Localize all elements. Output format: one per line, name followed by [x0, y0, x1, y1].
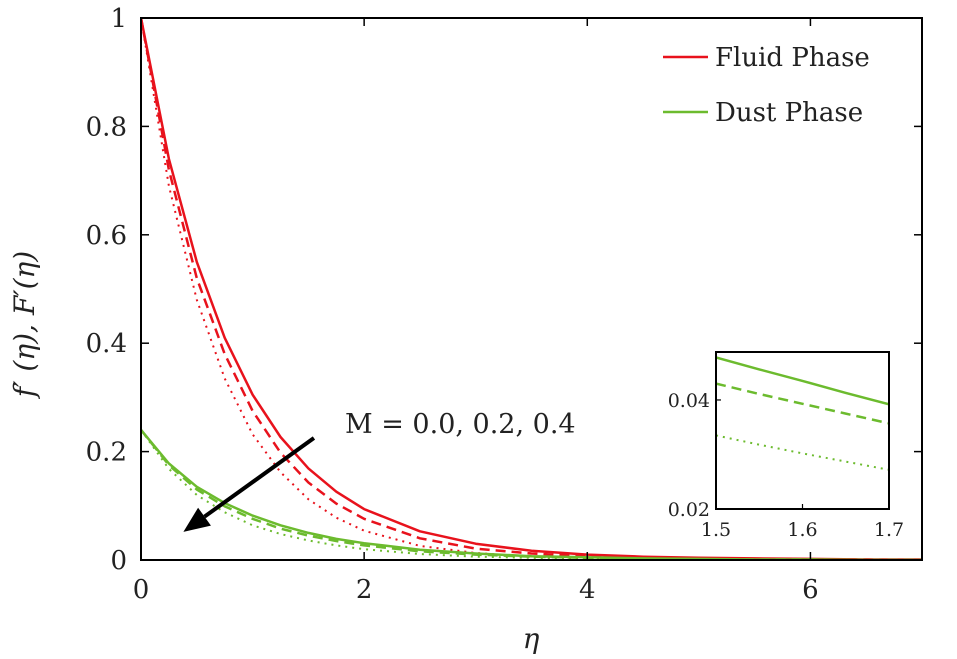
x-tick-label: 6	[802, 575, 819, 605]
y-axis: 0 0.2 0.4 0.6 0.8 1	[86, 4, 922, 576]
y-tick-label: 0.6	[86, 221, 127, 251]
inset-y-tick-label: 0.04	[668, 390, 710, 412]
series-line-dust-phase-dashed	[141, 429, 922, 560]
inset-axes: 1.5 1.6 1.7 0.02 0.04	[668, 390, 904, 541]
inset-series-line-dashed	[716, 382, 889, 425]
inset-plot-area	[716, 356, 889, 471]
x-tick-label: 4	[579, 575, 596, 605]
annotation: M = 0.0, 0.2, 0.4	[183, 409, 576, 532]
annotation-arrow-shaft	[203, 436, 316, 519]
y-tick-label: 0.8	[86, 112, 127, 142]
y-axis-label: f′ (η), F′(η)	[8, 251, 41, 399]
inset-x-tick-label: 1.5	[701, 519, 731, 541]
plot-frame	[140, 17, 923, 561]
annotation-arrow-head	[183, 507, 211, 532]
y-tick-label: 0.4	[86, 329, 127, 359]
inset-x-tick-label: 1.7	[874, 519, 904, 541]
legend: Fluid Phase Dust Phase	[663, 43, 870, 128]
inset-series-line-solid	[716, 356, 889, 406]
legend-label-fluid: Fluid Phase	[715, 43, 870, 73]
x-tick-label: 2	[356, 575, 373, 605]
annotation-text: M = 0.0, 0.2, 0.4	[345, 409, 576, 440]
y-tick-label: 1	[110, 4, 127, 34]
x-axis: 0 2 4 6	[133, 18, 819, 605]
legend-label-dust: Dust Phase	[715, 98, 863, 128]
inset-y-tick-label: 0.02	[668, 499, 710, 521]
inset-series-line-dotted	[716, 434, 889, 471]
y-tick-label: 0	[110, 546, 127, 576]
y-tick-label: 0.2	[86, 438, 127, 468]
x-axis-label: η	[523, 622, 540, 655]
inset-background	[716, 352, 889, 509]
inset-x-tick-label: 1.6	[787, 519, 817, 541]
x-tick-label: 0	[133, 575, 150, 605]
